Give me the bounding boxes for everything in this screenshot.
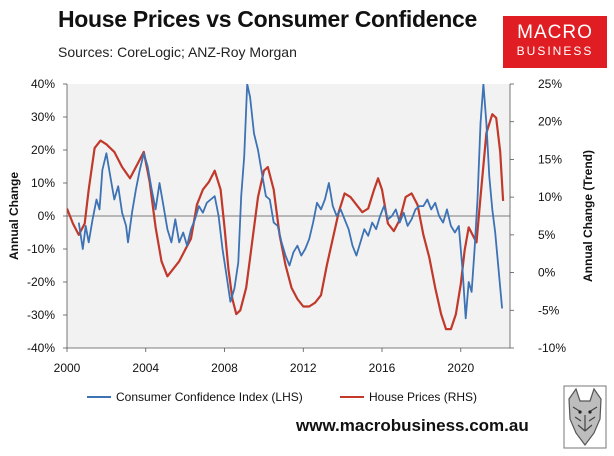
y2-tick-label: -10% <box>538 341 566 355</box>
y2-axis-label: Annual Change (Trend) <box>581 150 595 282</box>
footer-url: www.macrobusiness.com.au <box>296 416 529 435</box>
series-line-consumer-confidence <box>77 84 503 320</box>
y2-tick-label: 25% <box>538 77 562 91</box>
legend-label-house-prices: House Prices (RHS) <box>369 390 477 404</box>
x-tick-label: 2016 <box>369 361 396 375</box>
y-tick-label: -20% <box>27 275 55 289</box>
y-axis-label: Annual Change <box>7 172 21 260</box>
y2-tick-label: -5% <box>538 303 560 317</box>
macrobusiness-logo: MACRO BUSINESS <box>503 16 607 68</box>
x-tick-label: 2008 <box>211 361 238 375</box>
y-tick-label: 20% <box>31 143 55 157</box>
x-tick-label: 2020 <box>447 361 474 375</box>
logo-line-2: BUSINESS <box>516 44 594 58</box>
y-tick-label: -40% <box>27 341 55 355</box>
y2-tick-label: 5% <box>538 228 556 242</box>
y-tick-label: 10% <box>31 176 55 190</box>
y2-tick-label: 15% <box>538 152 562 166</box>
x-tick-label: 2012 <box>290 361 317 375</box>
series-line-house-prices <box>67 113 505 331</box>
y-tick-label: 0% <box>38 209 56 223</box>
legend: Consumer Confidence Index (LHS) House Pr… <box>87 390 477 404</box>
page-title: House Prices vs Consumer Confidence <box>58 6 477 32</box>
y-tick-label: -30% <box>27 308 55 322</box>
y-tick-label: -10% <box>27 242 55 256</box>
x-tick-label: 2000 <box>54 361 81 375</box>
y2-tick-label: 20% <box>538 115 562 129</box>
x-tick-label: 2004 <box>132 361 159 375</box>
legend-label-consumer-confidence: Consumer Confidence Index (LHS) <box>116 390 303 404</box>
wolf-logo-icon <box>563 385 607 449</box>
y2-tick-label: 10% <box>538 190 562 204</box>
logo-line-1: MACRO <box>517 22 593 43</box>
y-tick-label: 30% <box>31 110 55 124</box>
chart-subtitle: Sources: CoreLogic; ANZ-Roy Morgan <box>58 44 297 60</box>
y2-tick-label: 0% <box>538 266 556 280</box>
y-tick-label: 40% <box>31 77 55 91</box>
